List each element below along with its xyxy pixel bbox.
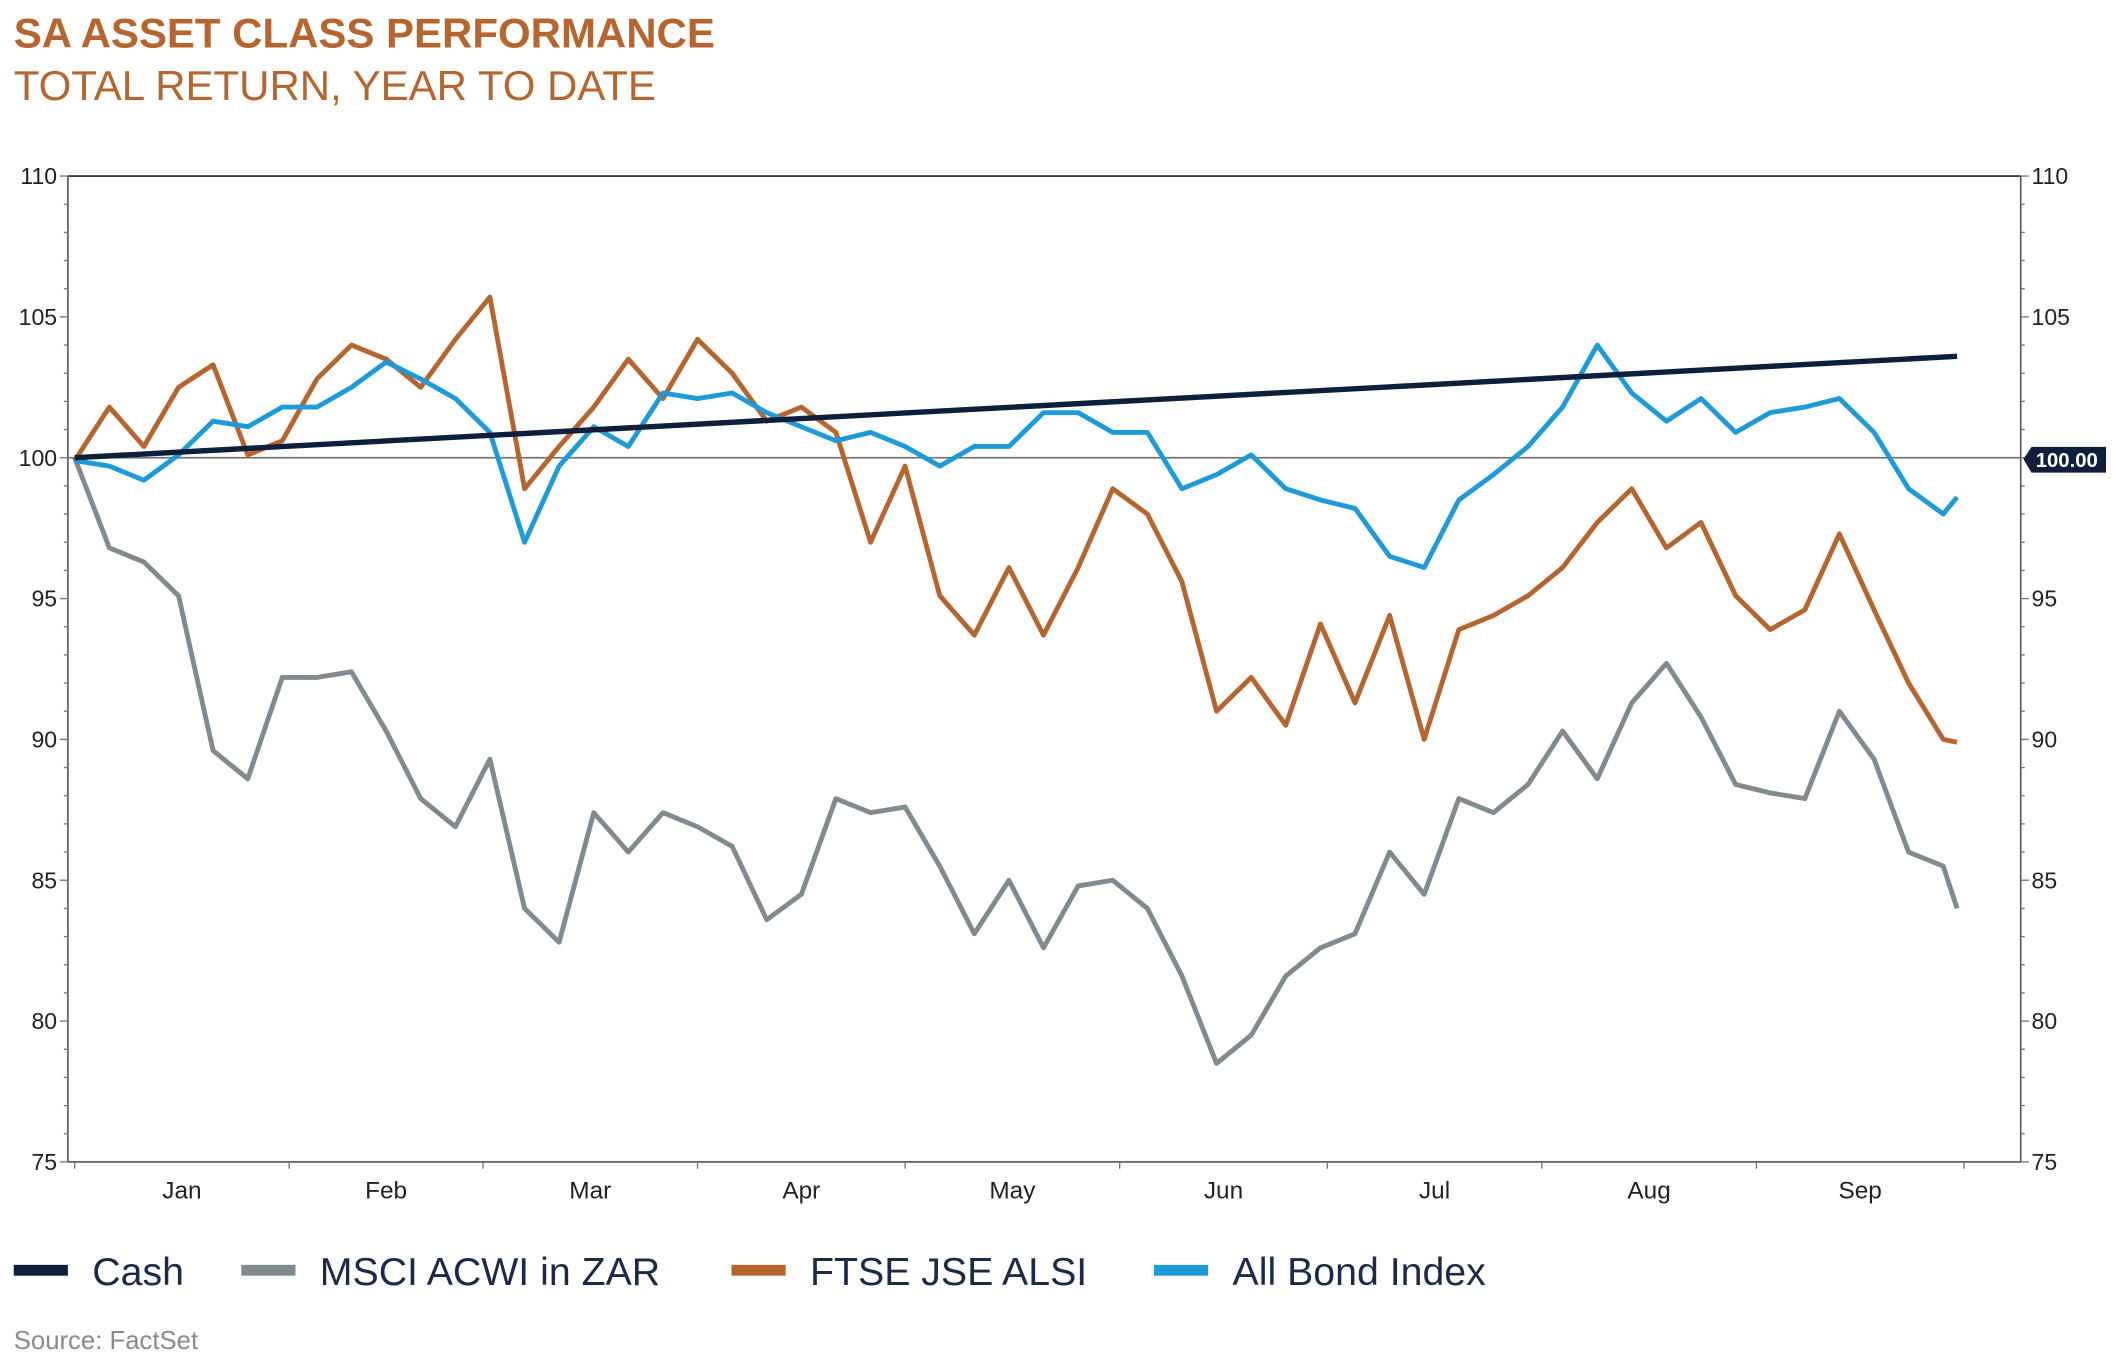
series-line-msci-acwi-in-zar: [72, 456, 1960, 1066]
legend-label: FTSE JSE ALSI: [810, 1250, 1087, 1294]
x-tick-label: Mar: [569, 1177, 611, 1204]
series-line-cash: [74, 353, 1958, 461]
x-tick-label: Feb: [365, 1177, 407, 1204]
legend: Cash MSCI ACWI in ZAR FTSE JSE ALSI All Bon…: [13, 1250, 1486, 1294]
legend-item: Cash: [13, 1250, 184, 1294]
legend-label: MSCI ACWI in ZAR: [320, 1250, 660, 1294]
legend-item: FTSE JSE ALSI: [731, 1250, 1087, 1294]
legend-swatch: [1154, 1264, 1209, 1276]
y-tick-label-right: 105: [2032, 304, 2070, 330]
source-note: Source: FactSet: [14, 1327, 198, 1355]
x-tick-label: Apr: [782, 1177, 820, 1204]
legend-swatch: [731, 1264, 786, 1276]
x-tick-label: Jul: [1419, 1177, 1450, 1204]
x-tick-label: Jun: [1204, 1177, 1243, 1204]
legend-label: All Bond Index: [1233, 1250, 1487, 1294]
x-tick-label: May: [989, 1177, 1036, 1204]
reference-label-tag: [2023, 446, 2107, 473]
chart-title: SA ASSET CLASS PERFORMANCE: [14, 9, 715, 56]
x-tick-label: Aug: [1627, 1177, 1670, 1204]
x-tick-label: Sep: [1839, 1177, 1882, 1204]
y-tick-label-left: 75: [31, 1149, 57, 1175]
y-tick-label-right: 110: [2032, 163, 2069, 189]
legend-swatch: [241, 1264, 296, 1276]
x-tick-label: Jan: [162, 1177, 201, 1204]
legend-label: Cash: [92, 1250, 184, 1294]
y-tick-label-left: 95: [31, 586, 57, 612]
y-tick-label-left: 100: [19, 445, 57, 471]
legend-item: MSCI ACWI in ZAR: [241, 1250, 660, 1294]
series-line-all-bond-index: [74, 342, 1959, 570]
y-tick-label-left: 105: [19, 304, 57, 330]
y-tick-label-right: 95: [2032, 586, 2058, 612]
reference-label: 100.00: [2023, 446, 2107, 473]
legend-item: All Bond Index: [1154, 1250, 1486, 1294]
y-tick-label-left: 110: [20, 163, 57, 189]
y-tick-label-left: 90: [31, 727, 57, 753]
y-tick-label-right: 90: [2032, 727, 2058, 753]
plot-area: [72, 294, 1960, 1066]
y-tick-label-left: 85: [31, 867, 57, 893]
chart-subtitle: TOTAL RETURN, YEAR TO DATE: [14, 62, 656, 109]
y-tick-label-right: 75: [2032, 1149, 2058, 1175]
y-tick-label-left: 80: [31, 1008, 57, 1034]
axes: 75 75 80 80 85 85 90 90 95 95 100 105 105 110 110 Jan Fe…: [19, 163, 2070, 1204]
y-tick-label-right: 80: [2032, 1008, 2058, 1034]
reference-label-text: 100.00: [2036, 450, 2098, 472]
y-tick-label-right: 85: [2032, 867, 2058, 893]
legend-swatch: [13, 1264, 68, 1276]
